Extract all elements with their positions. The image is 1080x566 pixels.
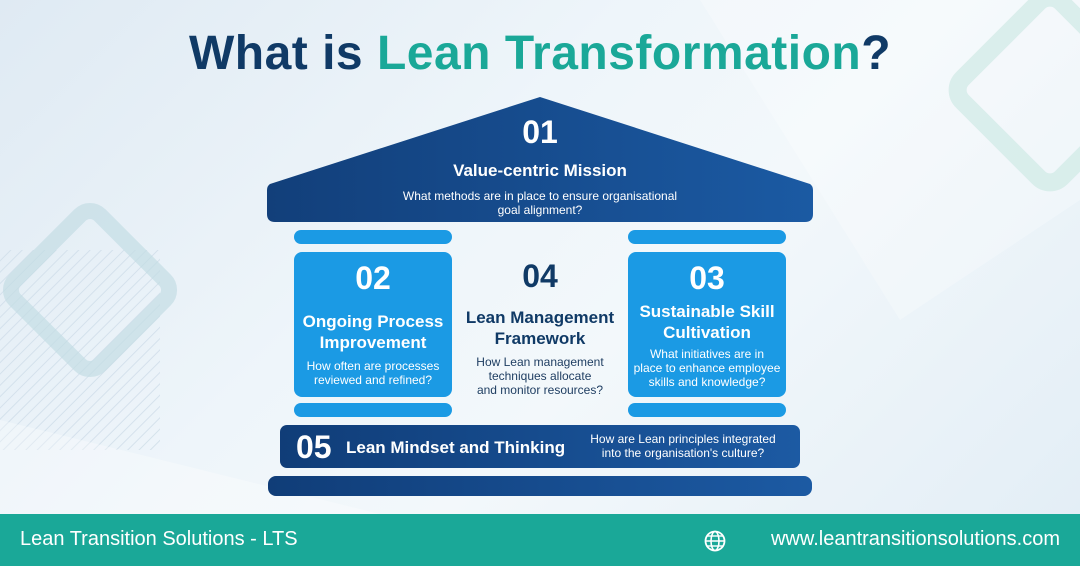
right-pillar-heading-line1: Sustainable Skill <box>639 302 775 321</box>
left-pillar-bottom-cap <box>294 403 452 417</box>
base-step <box>268 476 812 496</box>
right-pillar-heading: Sustainable Skill Cultivation <box>628 301 786 343</box>
right-pillar-heading-line2: Cultivation <box>663 323 751 342</box>
title-highlight: Lean Transformation <box>376 27 862 80</box>
right-pillar-bottom-cap <box>628 403 786 417</box>
roof-desc-line2: goal alignment? <box>497 203 583 217</box>
roof-description: What methods are in place to ensure orga… <box>380 189 700 217</box>
right-pillar-desc-line3: skills and knowledge? <box>648 375 766 389</box>
left-pillar-heading-line1: Ongoing Process <box>302 312 444 331</box>
middle-heading-line2: Framework <box>494 329 586 348</box>
base-block: 05 Lean Mindset and Thinking How are Lea… <box>280 425 800 468</box>
left-pillar-desc-line1: How often are processes <box>306 359 440 373</box>
right-pillar-description: What initiatives are in place to enhance… <box>628 347 786 389</box>
page-title: What is Lean Transformation? <box>0 26 1080 81</box>
left-pillar-top-cap <box>294 230 452 244</box>
base-number: 05 <box>296 429 332 465</box>
website-link[interactable]: www.leantransitionsolutions.com <box>770 528 1060 550</box>
middle-number: 04 <box>522 258 558 294</box>
left-pillar: 02 Ongoing Process Improvement How often… <box>294 252 452 397</box>
company-name: Lean Transition Solutions - LTS <box>20 528 298 550</box>
base-desc-line1: How are Lean principles integrated <box>590 432 776 446</box>
roof-number: 01 <box>522 114 558 150</box>
right-pillar-desc-line1: What initiatives are in <box>649 347 765 361</box>
middle-block: 04 Lean Management Framework How Lean ma… <box>455 258 625 397</box>
roof-desc-line1: What methods are in place to ensure orga… <box>402 189 678 203</box>
roof-heading: Value-centric Mission <box>453 161 627 180</box>
globe-icon <box>704 530 726 557</box>
roof-shape <box>267 97 813 222</box>
middle-description: How Lean management techniques allocate … <box>455 355 625 397</box>
left-pillar-heading: Ongoing Process Improvement <box>294 311 452 353</box>
right-pillar-number: 03 <box>689 260 725 296</box>
footer: Lean Transition Solutions - LTS www.lean… <box>0 514 1080 566</box>
middle-heading: Lean Management Framework <box>455 307 625 349</box>
background-decor <box>0 0 1080 450</box>
right-pillar-desc-line2: place to enhance employee <box>633 361 781 375</box>
base-description: How are Lean principles integrated into … <box>578 432 788 460</box>
left-pillar-description: How often are processes reviewed and ref… <box>294 359 452 387</box>
left-pillar-heading-line2: Improvement <box>319 333 427 352</box>
middle-desc-line1: How Lean management <box>476 355 604 369</box>
title-part3: ? <box>861 27 892 80</box>
right-pillar-top-cap <box>628 230 786 244</box>
middle-desc-line3: and monitor resources? <box>476 383 604 397</box>
title-part1: What is <box>188 27 377 80</box>
left-pillar-desc-line2: reviewed and refined? <box>313 373 433 387</box>
base-heading: Lean Mindset and Thinking <box>346 438 566 457</box>
middle-desc-line2: techniques allocate <box>488 369 592 383</box>
left-pillar-number: 02 <box>355 260 391 296</box>
base-desc-line2: into the organisation's culture? <box>601 446 765 460</box>
right-pillar: 03 Sustainable Skill Cultivation What in… <box>628 252 786 397</box>
roof-block: 01 Value-centric Mission What methods ar… <box>380 114 700 217</box>
middle-heading-line1: Lean Management <box>465 308 615 327</box>
